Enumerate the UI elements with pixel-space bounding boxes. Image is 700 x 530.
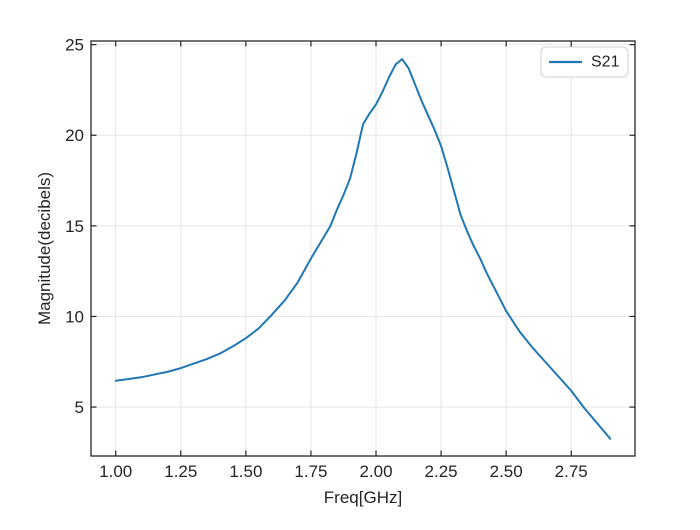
- s21-curve: [114, 58, 612, 440]
- legend-box: [540, 46, 629, 78]
- x-tick-labels: 1.00 1.25 1.50 1.75 2.00 2.25 2.50 2.75: [99, 462, 588, 481]
- y-tick-labels: 5 10 15 20 25: [65, 36, 84, 417]
- x-tick-label: 2.75: [555, 462, 588, 481]
- y-tick-label: 20: [65, 126, 84, 145]
- x-tick-label: 1.50: [229, 462, 262, 481]
- gridlines: [91, 41, 635, 456]
- y-tick-label: 15: [65, 217, 84, 236]
- y-tick-label: 10: [65, 307, 84, 326]
- x-tick-label: 1.75: [294, 462, 327, 481]
- legend: S21: [540, 46, 629, 78]
- x-tick-label: 2.50: [490, 462, 523, 481]
- legend-label: S21: [591, 54, 620, 71]
- x-tick-label: 2.00: [359, 462, 392, 481]
- x-tick-label: 1.00: [99, 462, 132, 481]
- x-axis-label: Freq[GHz]: [324, 488, 402, 507]
- y-tick-label: 25: [65, 36, 84, 55]
- y-tick-label: 5: [75, 398, 84, 417]
- x-tick-label: 2.25: [425, 462, 458, 481]
- curve-layer: [114, 58, 612, 440]
- x-tick-label: 1.25: [164, 462, 197, 481]
- tick-marks: [91, 41, 635, 456]
- y-axis-label: Magnitude(decibels): [35, 172, 54, 325]
- plot-area-border: [90, 40, 636, 457]
